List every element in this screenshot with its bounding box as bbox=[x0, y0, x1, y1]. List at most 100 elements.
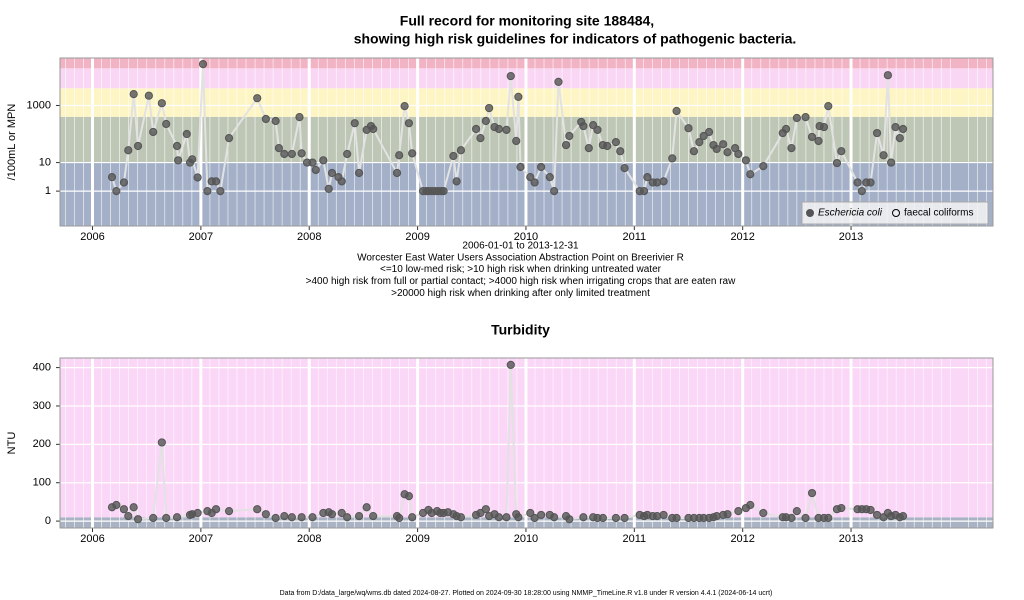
data-point bbox=[343, 149, 352, 159]
data-point bbox=[485, 103, 494, 113]
y-axis-label: NTU bbox=[6, 432, 18, 455]
data-point bbox=[472, 124, 481, 134]
legend-marker bbox=[806, 209, 814, 217]
x-tick-label: 2006 bbox=[80, 533, 104, 545]
data-point bbox=[408, 149, 417, 158]
data-point bbox=[530, 513, 539, 523]
data-point bbox=[530, 178, 539, 187]
data-point bbox=[182, 129, 191, 139]
data-point bbox=[734, 507, 743, 516]
plot-frame bbox=[59, 357, 994, 529]
data-point bbox=[526, 172, 535, 182]
data-point bbox=[280, 512, 289, 521]
data-point bbox=[704, 127, 714, 137]
data-point bbox=[699, 131, 708, 141]
data-point bbox=[616, 147, 625, 156]
data-point bbox=[695, 138, 704, 147]
data-point bbox=[308, 513, 317, 522]
data-point bbox=[203, 187, 212, 196]
data-point bbox=[689, 147, 699, 156]
data-point bbox=[297, 513, 306, 522]
data-point bbox=[792, 113, 801, 123]
data-point bbox=[659, 177, 668, 186]
x-tick-label: 2007 bbox=[189, 533, 213, 545]
data-point bbox=[395, 513, 404, 523]
data-point bbox=[149, 513, 158, 523]
data-point bbox=[274, 144, 283, 153]
data-point bbox=[781, 124, 791, 134]
data-point bbox=[792, 507, 801, 516]
data-point bbox=[174, 156, 183, 165]
data-point bbox=[253, 505, 262, 514]
data-point bbox=[579, 513, 588, 522]
data-point bbox=[124, 512, 133, 521]
data-point bbox=[814, 136, 823, 146]
data-point bbox=[261, 114, 270, 124]
data-point bbox=[545, 172, 554, 182]
note: >20000 high risk when drinking after onl… bbox=[391, 288, 650, 299]
data-point bbox=[611, 513, 620, 523]
footer: Data from D:/data_large/wq/wms.db dated … bbox=[280, 590, 773, 597]
data-point bbox=[449, 151, 458, 161]
data-point bbox=[400, 102, 409, 111]
note: 2006-01-01 to 2013-12-31 bbox=[462, 241, 579, 252]
note: <=10 low-med risk; >10 high risk when dr… bbox=[380, 264, 662, 275]
data-point bbox=[133, 515, 143, 524]
data-point bbox=[452, 177, 461, 186]
data-point bbox=[354, 512, 364, 521]
data-point bbox=[124, 146, 133, 155]
data-point bbox=[193, 508, 202, 518]
data-point bbox=[112, 187, 121, 196]
data-point bbox=[611, 138, 620, 147]
data-point bbox=[271, 513, 280, 523]
data-point bbox=[759, 508, 768, 518]
data-point bbox=[506, 71, 515, 81]
data-point bbox=[404, 119, 414, 128]
y-tick-label: 100 bbox=[33, 477, 51, 489]
x-tick-label: 2012 bbox=[730, 231, 754, 243]
data-point bbox=[866, 505, 875, 515]
data-point bbox=[741, 156, 751, 165]
data-point bbox=[883, 71, 892, 80]
data-point bbox=[494, 124, 503, 134]
y-axis-label: /100mL or MPN bbox=[6, 104, 18, 181]
data-point bbox=[211, 177, 221, 186]
data-point bbox=[672, 513, 681, 523]
data-point bbox=[514, 92, 523, 101]
data-point bbox=[502, 513, 511, 522]
data-point bbox=[506, 360, 515, 370]
data-point bbox=[112, 500, 121, 510]
data-point bbox=[659, 510, 668, 520]
data-point bbox=[872, 128, 882, 138]
data-point bbox=[369, 124, 378, 134]
y-tick-label: 300 bbox=[33, 400, 51, 412]
data-point bbox=[837, 147, 846, 156]
data-point bbox=[550, 513, 559, 522]
data-point bbox=[734, 149, 743, 159]
legend-box bbox=[801, 201, 989, 225]
data-point bbox=[502, 125, 511, 134]
data-point bbox=[188, 155, 197, 164]
data-point bbox=[719, 140, 728, 149]
data-point bbox=[343, 513, 352, 522]
data-point bbox=[456, 146, 466, 155]
data-point bbox=[119, 178, 129, 187]
data-point bbox=[866, 178, 875, 187]
data-point bbox=[824, 513, 833, 523]
data-point bbox=[481, 116, 490, 126]
data-point bbox=[652, 178, 662, 187]
data-point bbox=[211, 505, 221, 514]
data-point bbox=[476, 133, 485, 143]
data-point bbox=[537, 510, 546, 520]
data-point bbox=[327, 510, 337, 519]
data-point bbox=[561, 140, 571, 150]
data-point bbox=[554, 77, 563, 86]
data-point bbox=[119, 505, 129, 514]
data-point bbox=[494, 513, 503, 522]
data-point bbox=[481, 505, 490, 514]
data-point bbox=[584, 144, 593, 153]
data-point bbox=[198, 60, 208, 69]
data-point bbox=[593, 125, 602, 134]
x-tick-label: 2012 bbox=[730, 533, 754, 545]
data-point bbox=[261, 510, 270, 519]
